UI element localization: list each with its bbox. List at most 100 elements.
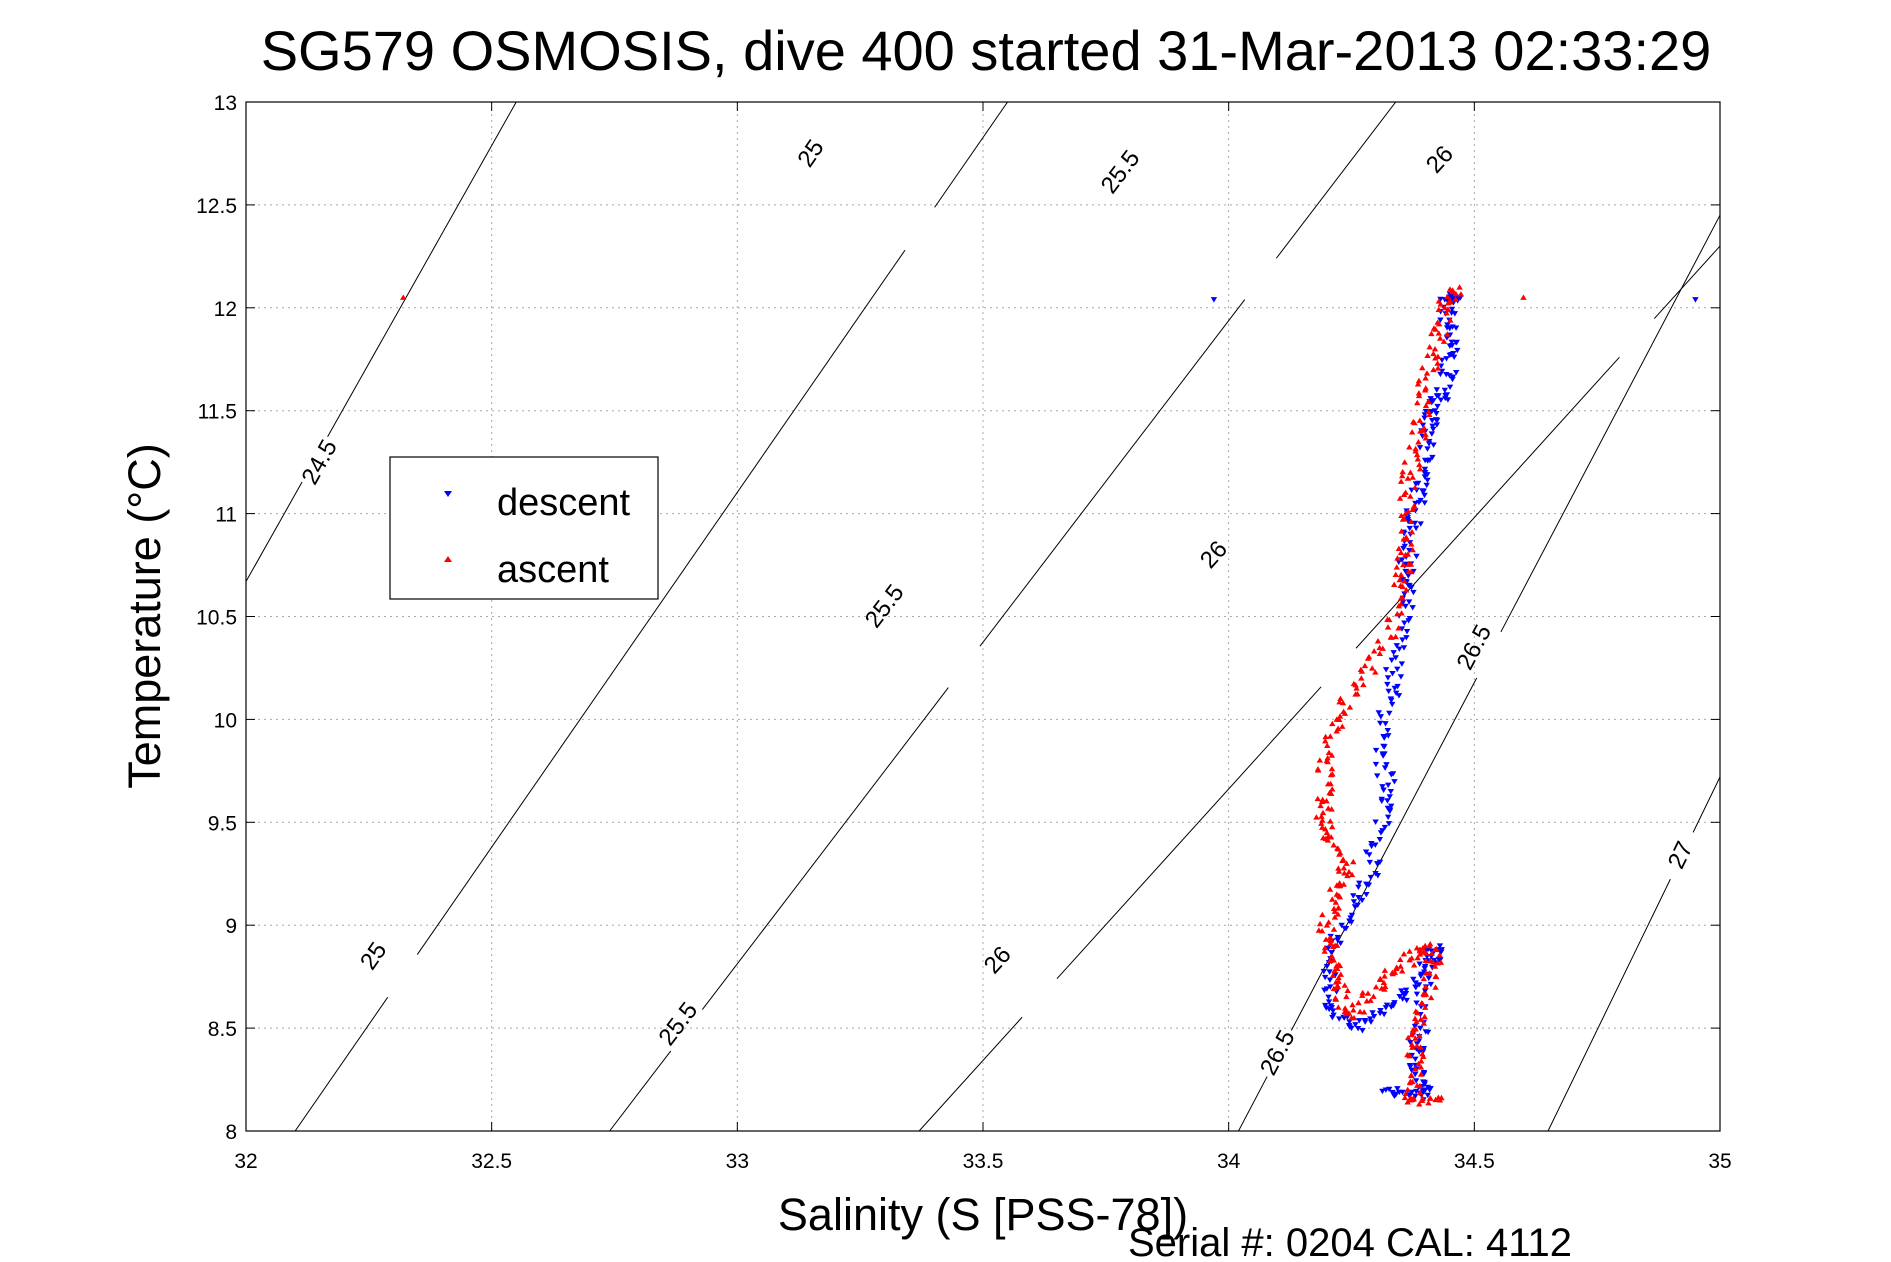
ascent-point	[1421, 1013, 1428, 1020]
density-contour-line	[1547, 878, 1671, 1131]
ascent-point	[1381, 986, 1388, 992]
descent-point	[1355, 895, 1362, 901]
descent-point	[1325, 1006, 1333, 1013]
descent-point	[1406, 547, 1413, 554]
descent-point	[1398, 661, 1406, 667]
ascent-point	[1422, 970, 1430, 976]
ascent-point	[1412, 1008, 1419, 1014]
ascent-point	[1354, 690, 1361, 697]
ascent-point	[1331, 914, 1339, 920]
ascent-point	[1422, 1004, 1429, 1010]
descent-point	[1389, 771, 1397, 777]
descent-point	[1367, 874, 1375, 881]
ascent-point	[1340, 865, 1348, 871]
descent-point	[1428, 418, 1436, 424]
descent-point	[1443, 356, 1450, 362]
descent-point	[1437, 296, 1444, 303]
ascent-point	[1403, 587, 1410, 593]
ascent-point	[1336, 893, 1344, 900]
ascent-point	[1399, 468, 1406, 475]
descent-point	[1377, 714, 1385, 720]
descent-point	[1384, 805, 1392, 812]
descent-point	[1355, 884, 1362, 890]
ascent-point	[1408, 541, 1415, 547]
ascent-point	[1330, 842, 1337, 848]
ascent-point	[1335, 868, 1343, 874]
descent-point	[1390, 650, 1397, 656]
descent-point	[1385, 688, 1392, 695]
ascent-point	[1400, 491, 1408, 498]
descent-point	[1412, 980, 1419, 986]
descent-point	[1328, 950, 1336, 956]
descent-point	[1393, 643, 1400, 649]
ascent-point	[1430, 350, 1437, 357]
descent-point	[1437, 371, 1444, 378]
descent-point	[1452, 325, 1460, 331]
ascent-point	[1456, 284, 1463, 290]
ascent-point	[1397, 595, 1405, 601]
ascent-point	[1428, 950, 1435, 956]
descent-point	[1346, 1024, 1353, 1030]
descent-point	[1420, 1071, 1428, 1077]
ascent-point	[1415, 377, 1423, 384]
descent-point	[1335, 1016, 1343, 1022]
ascent-point	[1430, 325, 1438, 331]
descent-point	[1358, 897, 1366, 904]
descent-point	[1389, 670, 1396, 677]
ascent-point	[1329, 943, 1337, 950]
descent-point	[1373, 861, 1381, 867]
descent-point	[1327, 984, 1334, 990]
ascent-point	[1400, 515, 1408, 522]
ascent-point	[1381, 973, 1388, 979]
ascent-point	[1374, 638, 1382, 644]
ascent-point	[1329, 786, 1336, 792]
ascent-point	[1327, 940, 1334, 947]
ascent-point	[1405, 1052, 1413, 1058]
ascent-point	[1434, 365, 1442, 371]
descent-point	[1433, 410, 1440, 417]
descent-point	[1334, 937, 1341, 943]
descent-point	[1413, 991, 1421, 998]
ascent-point	[1427, 957, 1434, 964]
descent-point	[1412, 500, 1419, 507]
ascent-point	[1364, 990, 1372, 996]
serial-cal-footer: Serial #: 0204 CAL: 4112	[1128, 1221, 1572, 1262]
y-tick-label: 10	[214, 709, 237, 732]
ascent-point	[1381, 967, 1389, 973]
descent-point	[1401, 543, 1408, 550]
ascent-point	[1415, 392, 1423, 399]
descent-point	[1421, 965, 1428, 972]
ascent-point	[1409, 1078, 1416, 1085]
descent-point	[1402, 987, 1410, 994]
descent-point	[1430, 957, 1438, 964]
descent-point	[1412, 481, 1420, 487]
descent-point	[1387, 789, 1395, 795]
descent-point	[1437, 397, 1445, 403]
ascent-point	[1355, 999, 1362, 1006]
descent-point	[1374, 873, 1382, 879]
descent-point	[1384, 814, 1392, 821]
ascent-point	[1330, 957, 1337, 963]
descent-point	[1381, 765, 1389, 771]
descent-point	[1329, 1008, 1337, 1014]
ascent-point	[1404, 1099, 1411, 1105]
ascent-point	[1416, 1082, 1424, 1089]
ascent-point	[1426, 1095, 1434, 1101]
ascent-point	[1370, 993, 1377, 999]
ascent-point	[1407, 469, 1414, 475]
x-tick-label: 34.5	[1454, 1150, 1495, 1173]
ascent-point	[1344, 987, 1351, 993]
ascent-point	[1398, 968, 1406, 974]
descent-point	[1428, 431, 1436, 437]
descent-point	[1367, 1016, 1374, 1022]
ascent-point	[1323, 922, 1331, 928]
ascent-point	[1419, 427, 1427, 433]
ascent-point	[1411, 484, 1419, 491]
ascent-point	[1349, 1001, 1356, 1008]
descent-point	[1354, 1025, 1362, 1032]
ascent-point	[1350, 680, 1358, 687]
ascent-point	[1332, 899, 1340, 905]
density-contour-line	[1500, 214, 1720, 633]
descent-point	[1421, 457, 1429, 464]
descent-point	[1416, 961, 1423, 967]
